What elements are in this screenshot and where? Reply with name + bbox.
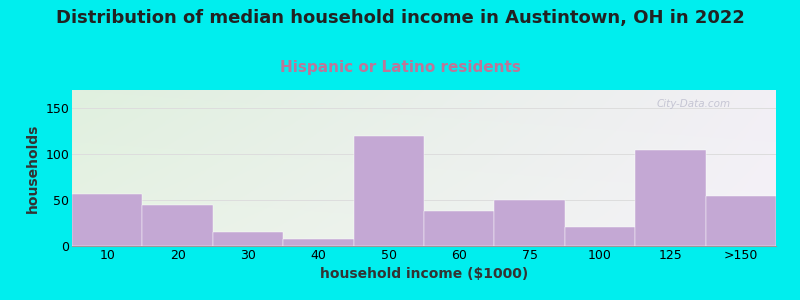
Bar [142,205,213,246]
Bar [635,150,706,246]
Bar [354,136,424,246]
Bar [424,211,494,246]
Bar [72,194,142,246]
X-axis label: household income ($1000): household income ($1000) [320,267,528,281]
Text: Distribution of median household income in Austintown, OH in 2022: Distribution of median household income … [55,9,745,27]
Bar [494,200,565,246]
Bar [565,227,635,246]
Y-axis label: households: households [26,123,40,213]
Text: City-Data.com: City-Data.com [656,99,730,110]
Bar [283,239,354,246]
Bar [706,196,776,246]
Text: Hispanic or Latino residents: Hispanic or Latino residents [279,60,521,75]
Bar [213,232,283,246]
